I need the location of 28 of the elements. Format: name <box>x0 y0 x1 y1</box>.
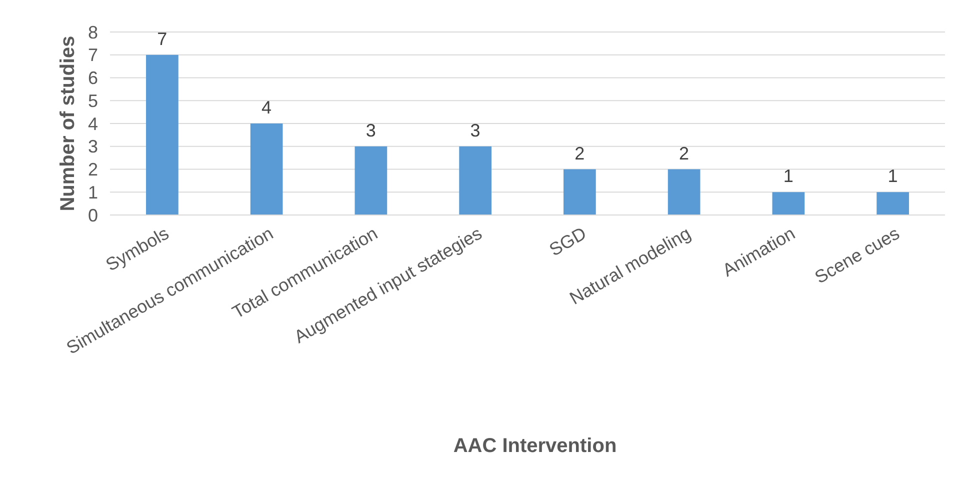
data-label: 1 <box>783 166 794 186</box>
bar <box>772 192 805 215</box>
y-tick-label: 1 <box>88 182 98 202</box>
y-tick-label: 5 <box>88 90 98 111</box>
y-tick-label: 3 <box>88 136 98 157</box>
bar <box>459 146 492 215</box>
data-label: 3 <box>366 120 376 140</box>
y-tick-label: 4 <box>88 114 98 134</box>
bar <box>146 54 178 215</box>
bar <box>564 169 596 215</box>
bar <box>354 146 388 215</box>
y-axis-title: Number of studies <box>57 36 79 212</box>
y-tick-label: 0 <box>88 205 98 226</box>
bar <box>876 192 909 215</box>
data-label: 3 <box>470 120 480 140</box>
y-tick-label: 7 <box>88 45 98 66</box>
y-tick-label: 6 <box>88 68 98 88</box>
bar <box>668 169 700 215</box>
y-tick-label: 8 <box>88 22 98 42</box>
x-tick-label: SGD <box>546 223 590 260</box>
x-axis-title: AAC Intervention <box>453 435 617 457</box>
data-label: 7 <box>157 28 168 49</box>
data-label: 1 <box>888 166 898 186</box>
data-label: 2 <box>574 143 585 164</box>
data-label: 4 <box>262 98 272 118</box>
data-label: 2 <box>679 143 690 164</box>
y-tick-label: 2 <box>88 160 98 180</box>
bar <box>250 124 283 215</box>
